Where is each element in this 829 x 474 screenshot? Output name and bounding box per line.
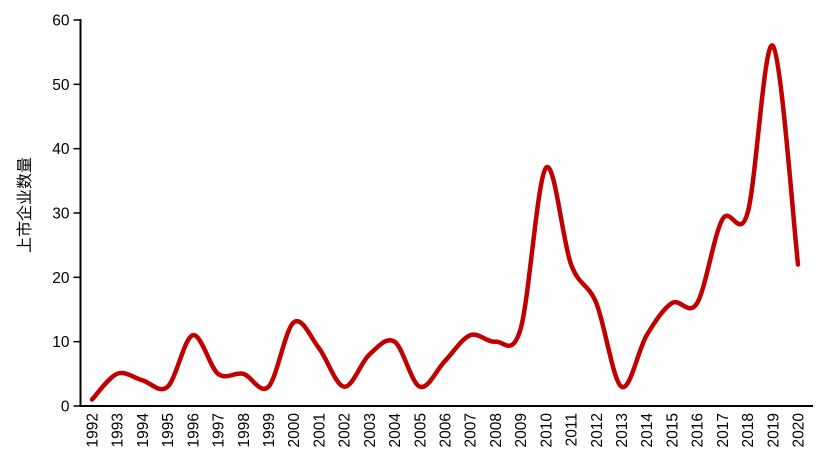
x-tick-label: 2001 bbox=[311, 413, 328, 447]
x-tick-label: 2014 bbox=[639, 413, 656, 448]
x-tick-label: 2010 bbox=[538, 413, 555, 448]
x-tick-label: 1995 bbox=[160, 413, 177, 447]
x-tick-label: 1992 bbox=[85, 413, 102, 447]
x-tick-label: 2006 bbox=[438, 413, 455, 447]
x-tick-label: 2015 bbox=[664, 413, 681, 447]
x-tick-label: 2020 bbox=[791, 413, 808, 448]
x-tick-label: 2000 bbox=[286, 413, 303, 448]
x-tick-label: 2018 bbox=[740, 413, 757, 447]
x-tick-label: 2019 bbox=[765, 413, 782, 447]
y-tick-label: 0 bbox=[61, 399, 70, 416]
x-tick-label: 1993 bbox=[110, 413, 127, 447]
x-tick-label: 2009 bbox=[513, 413, 530, 447]
x-tick-label: 2016 bbox=[690, 413, 707, 447]
y-tick-label: 60 bbox=[52, 13, 70, 30]
x-tick-label: 2011 bbox=[564, 413, 581, 446]
y-tick-label: 10 bbox=[52, 334, 70, 351]
x-tick-label: 1997 bbox=[211, 413, 228, 447]
x-tick-label: 2008 bbox=[488, 413, 505, 447]
y-tick-label: 30 bbox=[52, 206, 70, 223]
x-tick-label: 2004 bbox=[387, 413, 404, 448]
y-tick-label: 40 bbox=[52, 141, 70, 158]
x-tick-label: 2002 bbox=[337, 413, 354, 447]
x-tick-label: 2013 bbox=[614, 413, 631, 447]
x-tick-label: 2017 bbox=[715, 413, 732, 447]
x-tick-label: 1996 bbox=[185, 413, 202, 447]
y-axis-title: 上市企业数量 bbox=[16, 157, 34, 253]
y-tick-label: 50 bbox=[52, 77, 70, 94]
x-tick-label: 1994 bbox=[135, 413, 152, 448]
x-tick-label: 1999 bbox=[261, 413, 278, 447]
y-tick-label: 20 bbox=[52, 270, 70, 287]
x-tick-label: 2012 bbox=[589, 413, 606, 447]
x-tick-label: 1998 bbox=[236, 413, 253, 447]
x-tick-label: 2007 bbox=[463, 413, 480, 447]
x-tick-label: 2005 bbox=[412, 413, 429, 447]
x-tick-label: 2003 bbox=[362, 413, 379, 447]
data-series-line bbox=[89, 43, 801, 402]
